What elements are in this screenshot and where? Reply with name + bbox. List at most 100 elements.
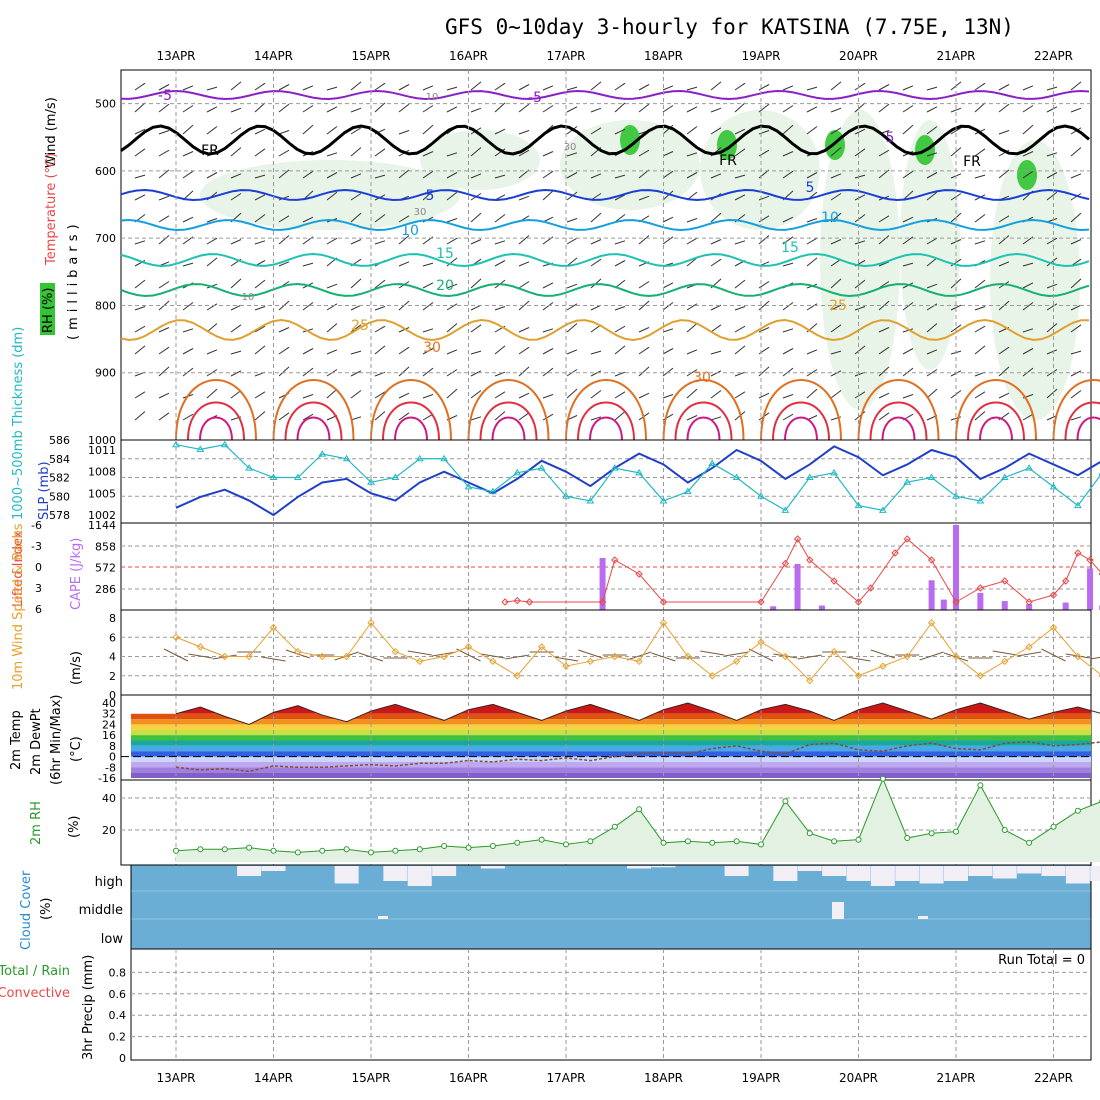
wind-barb <box>254 82 266 91</box>
wind10-marker <box>976 672 985 680</box>
wind-barb <box>878 84 890 91</box>
rh-marker <box>709 839 716 846</box>
wind-barb <box>1070 147 1082 157</box>
minmax-label: (6hr Min/Max) <box>49 695 64 785</box>
wind-barb <box>806 257 818 267</box>
thickness-marker <box>830 468 839 476</box>
wind-barb <box>206 388 218 399</box>
wind-barb <box>278 169 290 179</box>
wind-barb <box>374 345 386 355</box>
wind-barb <box>758 84 770 91</box>
wind-barb <box>494 391 506 399</box>
wind-barb <box>470 81 482 91</box>
wind-barb <box>806 86 818 91</box>
wind-barb <box>566 283 578 289</box>
rh-marker <box>514 839 521 846</box>
thickness-marker <box>878 506 887 513</box>
li-polyline <box>505 537 1100 603</box>
warm-contour <box>479 401 538 441</box>
temp-dewpoint-lines <box>175 702 1100 773</box>
wind-barb <box>926 369 938 377</box>
wind-barb <box>446 349 458 355</box>
rh-marker <box>392 847 399 854</box>
wind-barb <box>134 174 146 179</box>
wind-barb <box>902 367 914 377</box>
wind-barb <box>254 102 266 113</box>
temperature-axis-label: Temperature (°C) <box>44 153 59 266</box>
wind-barb <box>950 147 962 157</box>
thickness-marker <box>464 482 473 490</box>
li-marker <box>927 556 936 564</box>
thickness-marker <box>659 496 668 504</box>
wind-barb <box>254 345 266 355</box>
wind-barb <box>638 195 650 201</box>
wind-barb <box>398 366 410 377</box>
wind-barb <box>470 239 482 245</box>
wind-tick: 4 <box>109 651 116 664</box>
wind-barb <box>494 214 506 223</box>
wind-barb <box>254 148 266 157</box>
temperature-contour-label: 5 <box>426 188 435 204</box>
wind-barb <box>542 328 554 333</box>
wind-barb <box>1046 152 1058 157</box>
wind-barb <box>1022 282 1034 289</box>
warm-contour <box>394 416 428 441</box>
cape-bar <box>1026 604 1033 610</box>
thickness-marker <box>635 468 644 476</box>
wind10-marker <box>1049 623 1058 632</box>
wind10-marker <box>806 676 814 685</box>
wind-barb <box>422 394 434 399</box>
wind-barb <box>638 300 650 311</box>
thickness-marker <box>952 492 960 499</box>
wind-barb <box>350 127 362 135</box>
run-total: Run Total = 0 <box>998 953 1085 968</box>
wind-barb <box>590 173 602 179</box>
wind-barb <box>302 85 314 91</box>
rh-marker <box>758 841 764 848</box>
rh-tick: 20 <box>102 824 116 837</box>
wind10m-axis-label: 10m Wind Speed & Barbs <box>11 523 26 690</box>
wind10-marker <box>1025 643 1033 651</box>
wind-barb <box>734 82 746 91</box>
wind10-marker <box>732 657 741 666</box>
wind-barb <box>422 282 434 289</box>
wind-barb <box>830 107 842 113</box>
wind-barb <box>494 82 506 91</box>
wind10-marker <box>952 652 960 661</box>
wind-barb <box>446 106 458 113</box>
rh-ticks: 40 20 <box>102 792 116 837</box>
wind-barb <box>902 348 914 355</box>
thickness-marker <box>903 478 912 485</box>
rh-marker <box>977 782 984 789</box>
wind-barb <box>1022 170 1034 179</box>
precip-tick: 0.6 <box>109 988 127 1001</box>
wind10-marker <box>318 652 326 661</box>
wind-barb <box>350 81 362 91</box>
temperature-contour-label: 15 <box>436 246 454 262</box>
wind-barb <box>974 391 986 399</box>
wind-barb <box>926 349 938 355</box>
wind-barb <box>998 103 1010 113</box>
wind-barb <box>302 367 314 377</box>
rh-marker <box>270 847 277 854</box>
temp-contour <box>120 188 1090 202</box>
wind-barb <box>734 128 746 135</box>
rh-shade <box>560 120 700 210</box>
rh-marker <box>173 847 179 854</box>
li-marker <box>806 556 814 564</box>
wind10-marker <box>245 652 253 661</box>
wind-barb <box>374 102 386 113</box>
wind-barb <box>302 170 314 179</box>
wind-barb <box>902 170 914 179</box>
wind-barb <box>182 124 194 135</box>
pressure-tick: 800 <box>95 299 116 312</box>
slp-tick: 1011 <box>88 444 116 457</box>
li-marker <box>1086 556 1094 564</box>
precip-ticks: 0.8 0.6 0.4 0.2 0 <box>109 966 127 1065</box>
wind-barb <box>686 257 698 267</box>
temperature-contour-label: 20 <box>436 278 454 294</box>
wind-barb <box>470 350 482 355</box>
cloud-level-middle: middle <box>79 903 123 918</box>
wind-barb <box>638 149 650 157</box>
